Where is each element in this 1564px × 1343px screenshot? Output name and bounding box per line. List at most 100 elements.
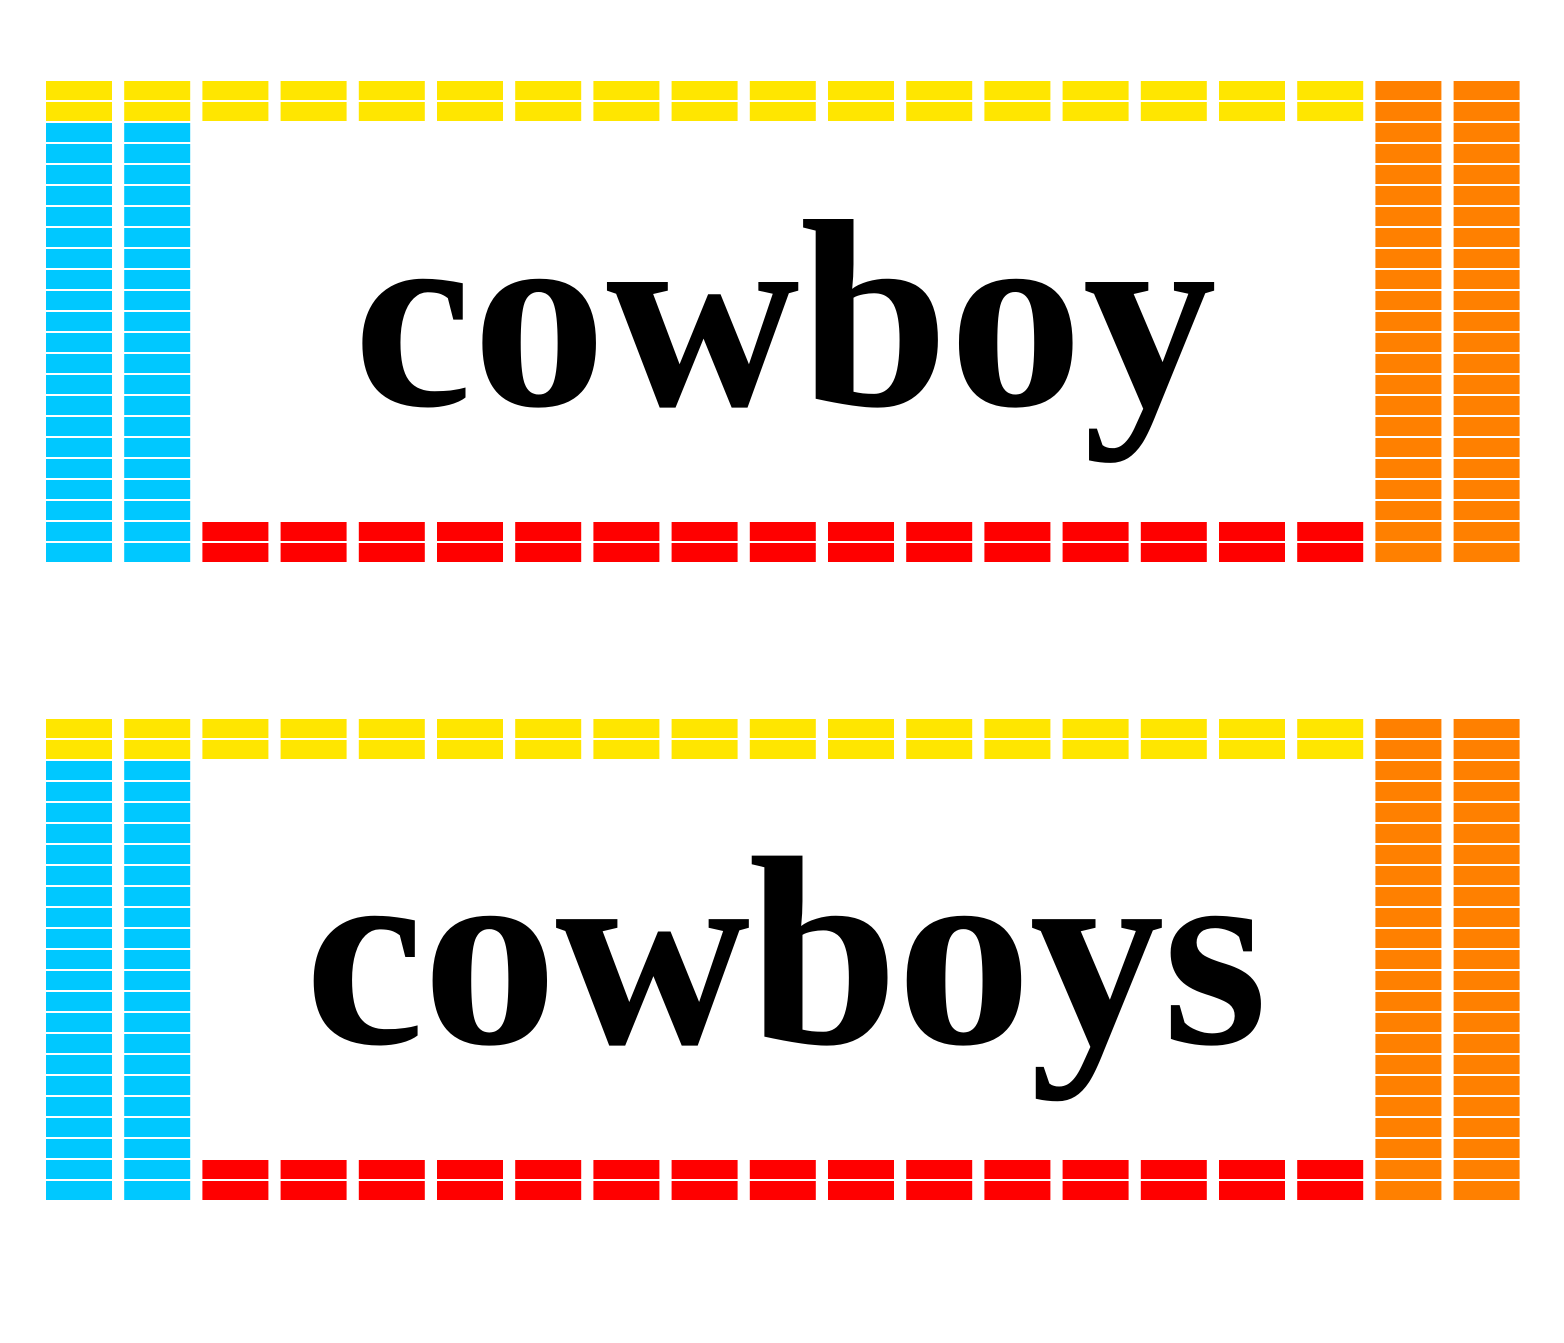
right-stripe [1453,501,1520,520]
bottom-stripe [749,1181,816,1200]
bottom-stripe [828,1160,894,1179]
bottom-stripe [906,543,973,562]
bottom-stripe [1297,522,1364,541]
top-stripe [671,719,738,738]
left-stripe [124,1118,191,1137]
left-stripe [46,186,112,205]
bottom-stripe [906,1160,973,1179]
left-stripe [46,1139,112,1158]
bottom-stripe [515,1160,582,1179]
left-stripe [46,459,112,478]
left-stripe [46,354,112,373]
right-stripe [1375,1181,1442,1200]
left-stripe [124,1076,191,1095]
word-card-2: cowboys [46,719,1524,1203]
right-stripe [1453,824,1520,843]
bottom-stripe [984,543,1051,562]
left-stripe [124,1160,191,1179]
left-stripe [124,824,191,843]
right-stripe [1453,971,1520,990]
top-stripe [280,719,347,738]
top-stripe [1219,102,1285,121]
left-stripe [46,228,112,247]
bottom-stripe [749,522,816,541]
right-stripe [1375,740,1442,759]
bottom-stripe [202,522,269,541]
bottom-stripe [593,522,660,541]
right-stripe [1375,249,1442,268]
top-stripe [46,740,112,759]
bottom-stripe [280,1181,347,1200]
left-stripe [46,866,112,885]
left-stripe [124,291,191,310]
top-stripe [202,102,269,121]
top-stripe [1219,740,1285,759]
left-stripe [124,1181,191,1200]
top-stripe [515,740,582,759]
top-stripe [437,719,503,738]
left-stripe [46,249,112,268]
top-stripe [1297,740,1364,759]
bottom-stripe [1219,1160,1285,1179]
top-stripe [358,719,425,738]
left-stripe [124,522,191,541]
bottom-stripe [1219,1181,1285,1200]
right-stripe [1375,291,1442,310]
top-stripe [1219,81,1285,100]
left-stripe [46,270,112,289]
right-stripe [1375,803,1442,822]
right-stripe [1453,908,1520,927]
right-stripe [1375,396,1442,415]
top-stripe [593,81,660,100]
right-stripe [1375,887,1442,906]
left-stripe [124,249,191,268]
top-stripe [1062,719,1129,738]
bottom-stripe [1140,1160,1207,1179]
left-stripe [124,908,191,927]
left-stripe [46,1160,112,1179]
top-stripe [515,719,582,738]
bottom-stripe [671,1181,738,1200]
right-stripe [1453,929,1520,948]
top-stripe [1297,102,1364,121]
left-stripe [124,417,191,436]
left-stripe [46,312,112,331]
word-card-1: cowboy [46,81,1524,565]
right-stripe [1375,123,1442,142]
right-stripe [1375,992,1442,1011]
bottom-stripe [984,522,1051,541]
right-stripe [1453,543,1520,562]
left-stripe [46,1034,112,1053]
bottom-stripe [1062,543,1129,562]
top-stripe [828,740,894,759]
top-stripe [906,740,973,759]
top-stripe [280,102,347,121]
left-stripe [124,845,191,864]
right-stripe [1453,291,1520,310]
bottom-stripe [202,543,269,562]
right-stripe [1375,1139,1442,1158]
left-stripe [124,992,191,1011]
left-stripe [46,761,112,780]
bottom-stripe [593,1160,660,1179]
right-stripe [1453,438,1520,457]
top-stripe [1297,719,1364,738]
left-stripe [46,396,112,415]
left-stripe [124,1034,191,1053]
top-stripe [671,102,738,121]
right-stripe [1453,1160,1520,1179]
right-stripe [1375,543,1442,562]
left-stripe [124,803,191,822]
bottom-stripe [202,1181,269,1200]
right-stripe [1453,1076,1520,1095]
right-stripe [1375,312,1442,331]
right-stripe [1375,186,1442,205]
right-stripe [1453,803,1520,822]
left-stripe [124,123,191,142]
right-stripe [1375,950,1442,969]
top-stripe [906,102,973,121]
top-stripe [828,719,894,738]
top-stripe [358,740,425,759]
bottom-stripe [749,1160,816,1179]
bottom-stripe [1297,1181,1364,1200]
